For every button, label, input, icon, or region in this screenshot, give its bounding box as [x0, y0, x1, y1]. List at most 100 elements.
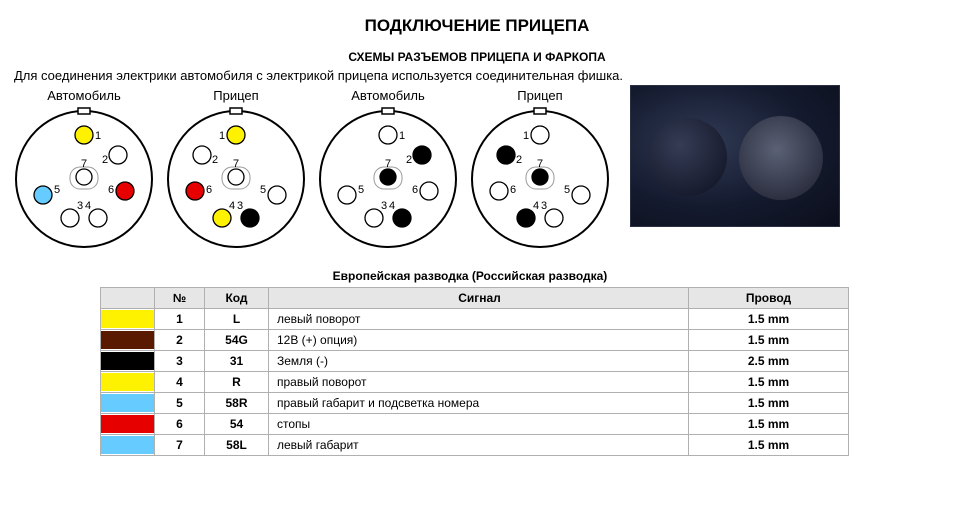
cell-wire: 1.5 mm	[689, 393, 849, 414]
pin-circle	[109, 146, 127, 164]
pin-circle	[89, 209, 107, 227]
cell-color	[101, 372, 155, 393]
cell-color	[101, 393, 155, 414]
pin-circle	[34, 186, 52, 204]
header-code: Код	[205, 288, 269, 309]
pin-number: 5	[564, 184, 570, 196]
pin-circle	[497, 146, 515, 164]
cell-wire: 1.5 mm	[689, 330, 849, 351]
color-swatch	[101, 436, 154, 454]
cell-num: 2	[155, 330, 205, 351]
pin-number: 1	[523, 130, 529, 142]
pin-number: 3	[237, 200, 243, 212]
connector-svg: 1234567	[314, 105, 462, 253]
pin-circle	[75, 126, 93, 144]
cell-wire: 1.5 mm	[689, 309, 849, 330]
connector-label: Прицеп	[213, 85, 258, 103]
pin-number: 5	[260, 184, 266, 196]
connector-diagrams-row: Автомобиль1234567Прицеп1234567Автомобиль…	[10, 85, 944, 253]
connector-label: Автомобиль	[47, 85, 121, 103]
connector-label: Автомобиль	[351, 85, 425, 103]
table-row: 654стопы1.5 mm	[101, 414, 849, 435]
pin-number: 2	[406, 154, 412, 166]
pin-circle	[572, 186, 590, 204]
header-num: №	[155, 288, 205, 309]
pin-circle	[76, 169, 92, 185]
cell-wire: 1.5 mm	[689, 372, 849, 393]
cell-signal: стопы	[269, 414, 689, 435]
table-row: 331Земля (-)2.5 mm	[101, 351, 849, 372]
pin-number: 7	[81, 158, 87, 170]
cell-wire: 2.5 mm	[689, 351, 849, 372]
color-swatch	[101, 394, 154, 412]
cell-color	[101, 309, 155, 330]
cell-code: 58R	[205, 393, 269, 414]
pin-circle	[531, 126, 549, 144]
connector-photo-image	[630, 85, 840, 227]
color-swatch	[101, 331, 154, 349]
color-swatch	[101, 373, 154, 391]
pin-circle	[393, 209, 411, 227]
cell-code: L	[205, 309, 269, 330]
wiring-table: № Код Сигнал Провод 1Lлевый поворот1.5 m…	[100, 287, 849, 456]
header-signal: Сигнал	[269, 288, 689, 309]
pin-number: 1	[219, 130, 225, 142]
connector-svg: 1234567	[466, 105, 614, 253]
pin-number: 6	[108, 184, 114, 196]
pin-circle	[379, 126, 397, 144]
cell-signal: левый габарит	[269, 435, 689, 456]
table-header-row: № Код Сигнал Провод	[101, 288, 849, 309]
pin-circle	[241, 209, 259, 227]
pin-number: 4	[389, 200, 395, 212]
pin-number: 4	[229, 200, 235, 212]
table-body: 1Lлевый поворот1.5 mm254G12В (+) опция)1…	[101, 309, 849, 456]
page: ПОДКЛЮЧЕНИЕ ПРИЦЕПА СХЕМЫ РАЗЪЕМОВ ПРИЦЕ…	[0, 0, 954, 464]
pin-number: 5	[358, 184, 364, 196]
pin-circle	[380, 169, 396, 185]
cell-color	[101, 351, 155, 372]
section-subtitle: СХЕМЫ РАЗЪЕМОВ ПРИЦЕПА И ФАРКОПА	[10, 50, 944, 64]
table-row: 1Lлевый поворот1.5 mm	[101, 309, 849, 330]
pin-number: 7	[385, 158, 391, 170]
connector-label: Прицеп	[517, 85, 562, 103]
table-row: 758Lлевый габарит1.5 mm	[101, 435, 849, 456]
cell-code: 58L	[205, 435, 269, 456]
page-title: ПОДКЛЮЧЕНИЕ ПРИЦЕПА	[10, 16, 944, 36]
pin-number: 3	[381, 200, 387, 212]
connector-svg: 1234567	[162, 105, 310, 253]
connector-diagram: Автомобиль1234567	[314, 85, 462, 253]
cell-signal: правый поворот	[269, 372, 689, 393]
pin-circle	[268, 186, 286, 204]
connector-diagram: Прицеп1234567	[162, 85, 310, 253]
connector-svg: 1234567	[10, 105, 158, 253]
table-title: Европейская разводка (Российская разводк…	[210, 269, 730, 283]
cell-code: 31	[205, 351, 269, 372]
pin-number: 4	[533, 200, 539, 212]
table-row: 254G12В (+) опция)1.5 mm	[101, 330, 849, 351]
table-row: 558Rправый габарит и подсветка номера1.5…	[101, 393, 849, 414]
cell-color	[101, 414, 155, 435]
connector-diagram: Автомобиль1234567	[10, 85, 158, 253]
pin-number: 7	[233, 158, 239, 170]
pin-number: 1	[399, 130, 405, 142]
cell-color	[101, 330, 155, 351]
pin-number: 7	[537, 158, 543, 170]
header-wire: Провод	[689, 288, 849, 309]
cell-signal: правый габарит и подсветка номера	[269, 393, 689, 414]
pin-number: 5	[54, 184, 60, 196]
cell-num: 3	[155, 351, 205, 372]
cell-wire: 1.5 mm	[689, 435, 849, 456]
cell-num: 7	[155, 435, 205, 456]
pin-number: 2	[516, 154, 522, 166]
pin-circle	[193, 146, 211, 164]
pin-circle	[116, 182, 134, 200]
color-swatch	[101, 352, 154, 370]
pin-number: 1	[95, 130, 101, 142]
cell-code: 54G	[205, 330, 269, 351]
pin-circle	[420, 182, 438, 200]
cell-color	[101, 435, 155, 456]
cell-signal: левый поворот	[269, 309, 689, 330]
connector-diagram: Прицеп1234567	[466, 85, 614, 253]
cell-num: 4	[155, 372, 205, 393]
pin-number: 6	[412, 184, 418, 196]
